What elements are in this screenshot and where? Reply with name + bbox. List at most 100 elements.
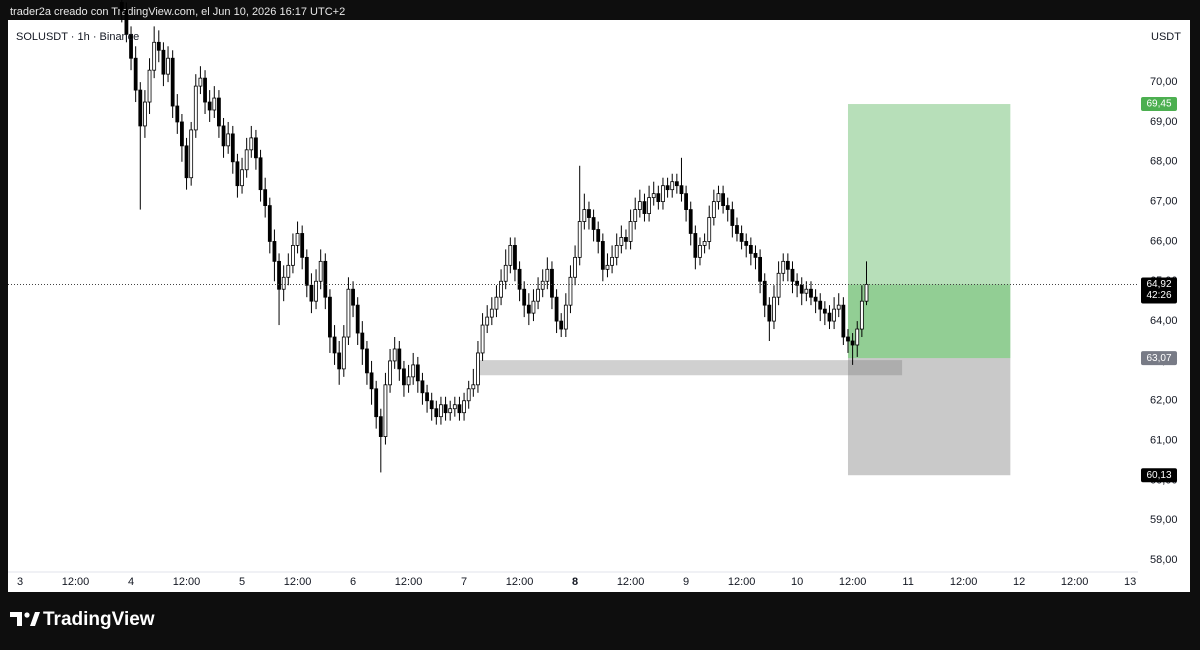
brand: TradingView (43, 609, 155, 630)
candle-body (355, 304, 360, 334)
y-tick-label: 67,00 (1150, 196, 1178, 208)
y-tick-label: 66,00 (1150, 235, 1178, 247)
candle-body (119, 2, 124, 11)
candle-body (230, 133, 235, 163)
entry-label: 63,07 (1146, 353, 1171, 364)
candle-body (291, 245, 295, 266)
open-profit (847, 284, 1011, 359)
candle-body (300, 233, 305, 258)
candle-body (744, 241, 749, 246)
candle-body (180, 121, 184, 147)
candle-body (846, 336, 850, 342)
y-tick-label: 68,00 (1150, 156, 1178, 168)
candle-body (383, 384, 388, 437)
candle-body (688, 209, 693, 234)
candle-body (198, 77, 203, 87)
candle-body (776, 272, 781, 298)
candle-body (582, 209, 587, 222)
candle-body (480, 324, 485, 354)
candle-body (702, 241, 707, 246)
candle-body (129, 33, 133, 59)
x-tick-label: 6 (350, 576, 356, 588)
candle-body (133, 57, 138, 91)
entry-label-box (1141, 351, 1177, 366)
candle-body (503, 264, 508, 282)
candle-body (309, 284, 314, 302)
candle-body (665, 185, 670, 191)
x-tick-label: 12:00 (173, 576, 201, 588)
candle-body (471, 384, 476, 390)
target-label-box (1141, 97, 1177, 112)
candle-body (217, 97, 221, 127)
logo-slash (30, 612, 40, 626)
candle-body (156, 41, 161, 51)
candle-body (411, 364, 416, 378)
x-tick-label: 4 (128, 576, 134, 588)
candle-body (651, 193, 656, 199)
candle-body (531, 300, 536, 314)
candle-body (318, 260, 323, 282)
candle-body (295, 233, 300, 246)
candle-body (836, 304, 841, 310)
candle-body (559, 320, 564, 330)
candle-body (254, 137, 258, 159)
candle-body (457, 404, 462, 414)
candle-body (304, 256, 309, 286)
candle-body (568, 276, 573, 306)
candle-body (332, 336, 337, 354)
candle-body (189, 129, 194, 179)
candle-body (517, 268, 522, 290)
candle-body (633, 209, 638, 222)
x-tick-label: 3 (17, 576, 23, 588)
candle-body (365, 348, 369, 374)
candle-body (855, 328, 860, 346)
candle-body (124, 10, 129, 35)
logo (10, 612, 40, 626)
candle-body (790, 268, 795, 282)
x-tick-label: 12:00 (617, 576, 645, 588)
candle-body (577, 221, 582, 258)
target-label: 69,45 (1146, 99, 1171, 110)
plot-area (8, 20, 1190, 592)
candle-body (443, 404, 448, 414)
candle-body (452, 404, 457, 410)
candle-body (605, 264, 610, 270)
candle-body (813, 296, 818, 302)
candle-body (762, 280, 767, 306)
x-tick-label: 12:00 (839, 576, 867, 588)
candle-body (573, 256, 577, 278)
y-tick-label: 70,00 (1150, 76, 1178, 88)
y-tick-label: 58,00 (1150, 554, 1178, 566)
candle-body (619, 237, 624, 246)
candle-body (499, 280, 503, 298)
candle-body (753, 252, 758, 258)
candle-body (799, 284, 804, 294)
candle-body (402, 368, 406, 386)
candle-body (184, 145, 189, 179)
candle-body (143, 101, 147, 127)
candle-body (406, 376, 411, 386)
candle-body (513, 245, 517, 270)
candle-body (166, 57, 170, 75)
candle-body (374, 388, 379, 418)
candle-body (563, 304, 568, 330)
stop-label-box (1141, 468, 1177, 483)
candle-body (721, 193, 725, 206)
candle-body (170, 57, 175, 107)
candle-body (328, 296, 332, 338)
stop-label: 60,13 (1146, 470, 1171, 481)
candle-body (674, 181, 679, 187)
candle-body (772, 296, 776, 322)
candle-body (351, 288, 355, 306)
candle-body (494, 296, 499, 310)
candle-body (346, 288, 351, 338)
candle-body (522, 288, 527, 306)
currency: USDT (1151, 31, 1181, 43)
candle-body (235, 161, 240, 187)
candle-body (739, 233, 744, 242)
candle-body (281, 276, 286, 290)
candle-body (748, 245, 753, 254)
candle-body (286, 264, 291, 278)
logo-mark (10, 612, 22, 626)
candle-body (221, 125, 226, 147)
